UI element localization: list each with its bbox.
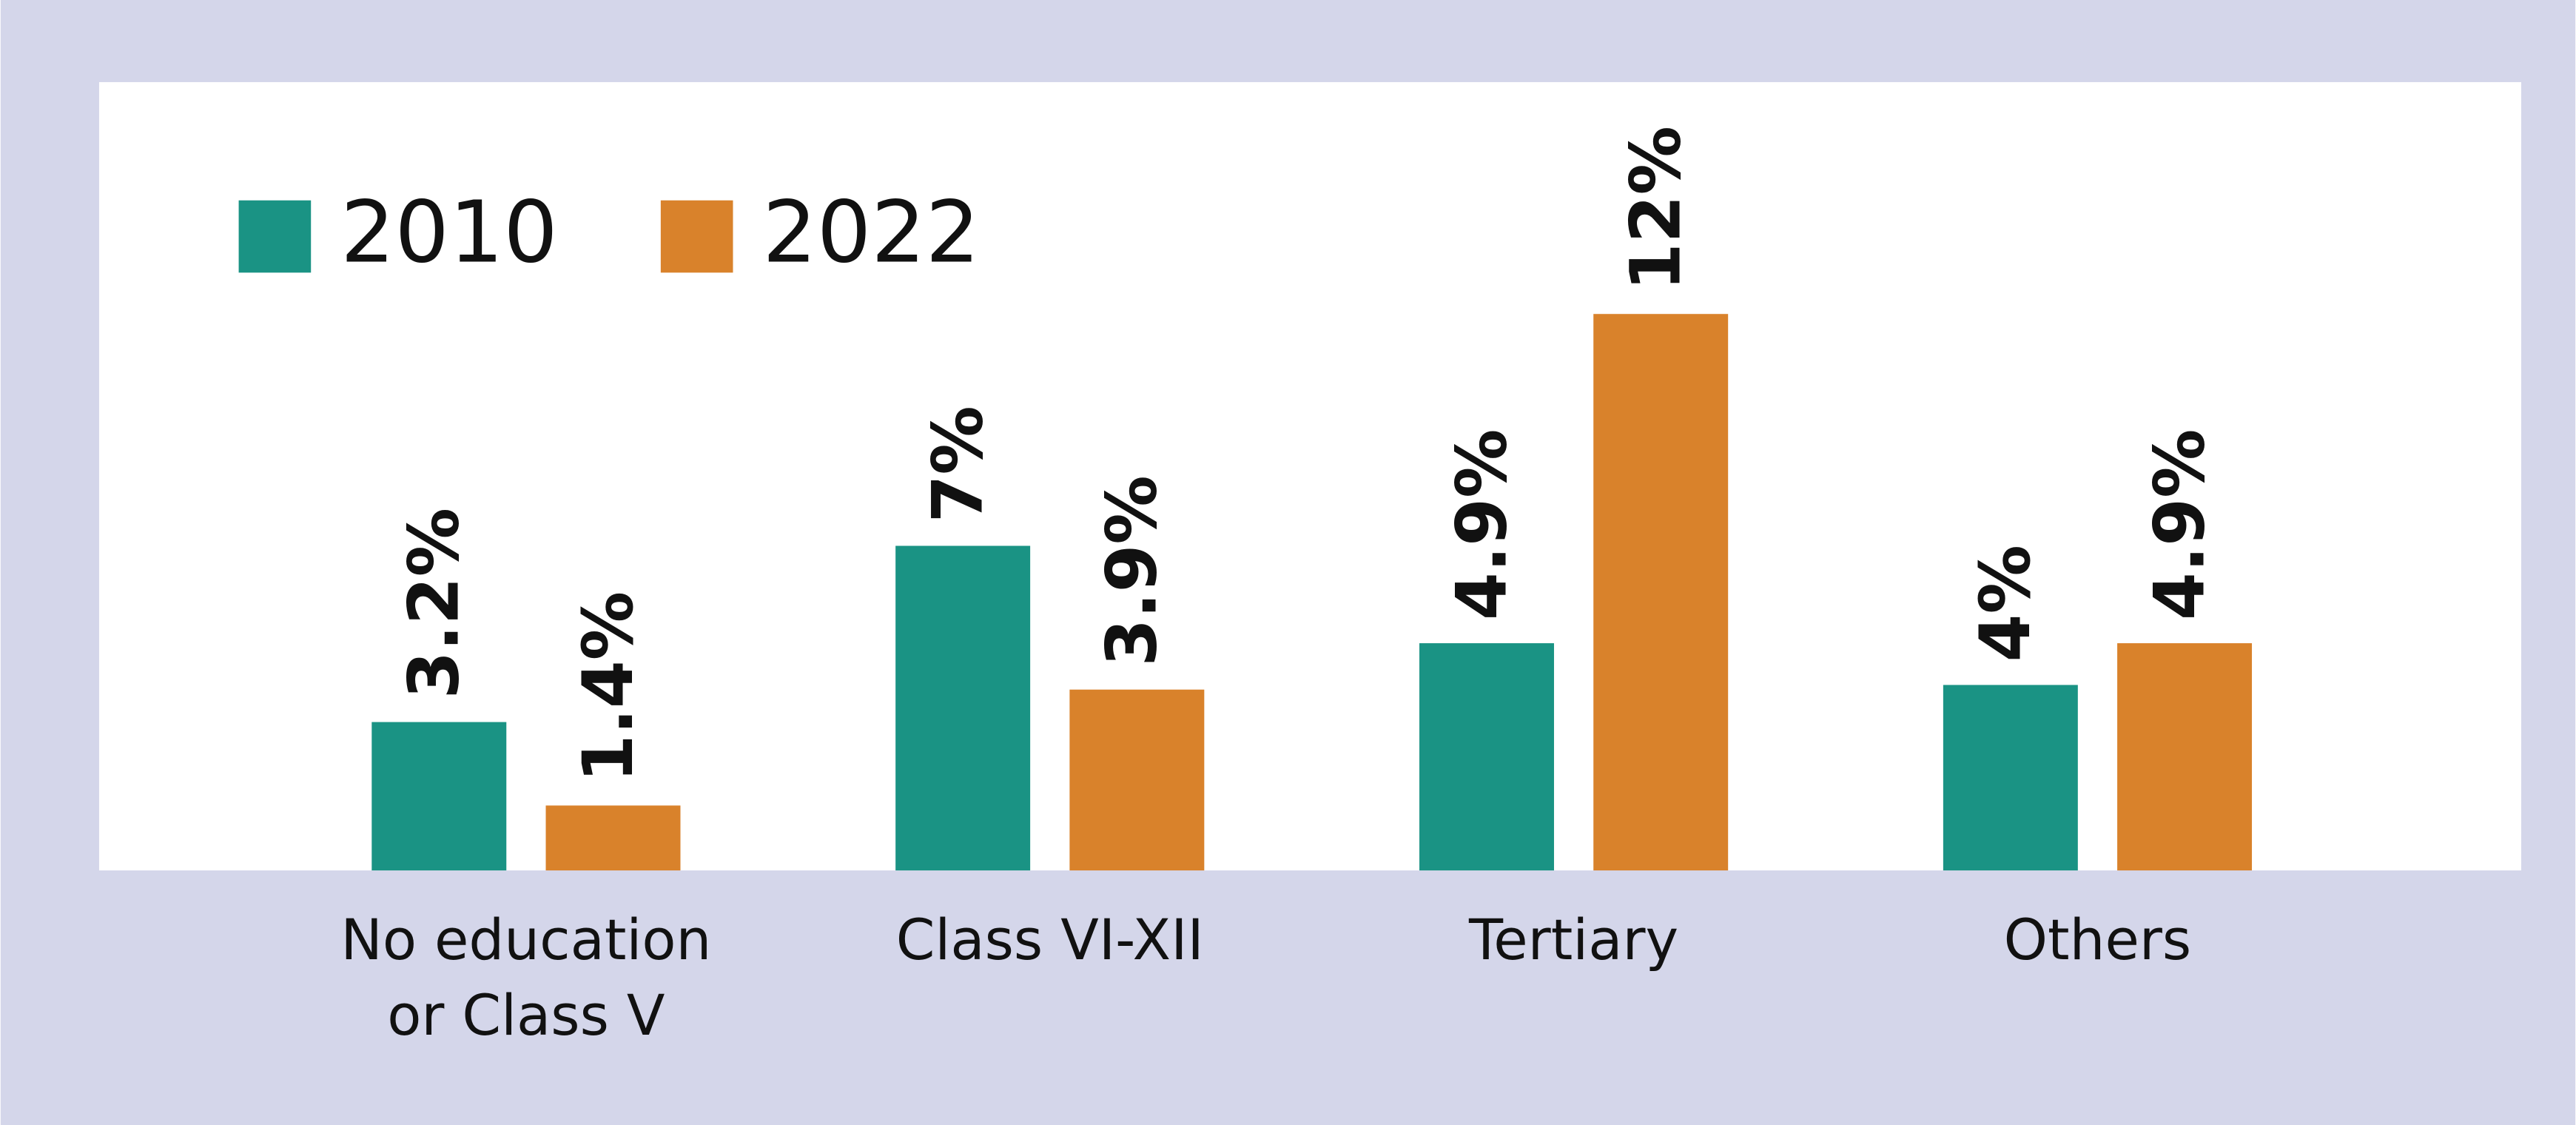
legend-swatch: [238, 200, 312, 273]
legend-label: 2010: [340, 183, 558, 282]
x-tick-label-box: Others: [2003, 908, 2192, 974]
data-label: 1.4%: [568, 591, 648, 782]
x-tick-label-box: Class VI-XII: [895, 908, 1204, 974]
bar: [371, 722, 507, 871]
data-label: 7%: [918, 406, 998, 523]
legend-label: 2022: [762, 183, 980, 282]
bar: [895, 545, 1031, 871]
data-label: 4.9%: [1441, 429, 1521, 620]
bar: [1419, 643, 1554, 871]
bar: [2117, 643, 2253, 871]
bar: [545, 805, 681, 871]
bar: [1593, 314, 1729, 871]
x-tick-label: Others: [2003, 908, 2192, 974]
x-tick-label-box: Tertiary: [1469, 908, 1679, 974]
data-label: 3.9%: [1092, 475, 1172, 666]
bar: [1943, 685, 2078, 871]
data-label: 4.9%: [2139, 429, 2219, 620]
data-label: 4%: [1965, 545, 2045, 662]
bar: [1069, 689, 1205, 871]
data-label: 12%: [1615, 126, 1696, 291]
legend-swatch: [660, 200, 733, 273]
x-tick-label: Class VI-XII: [895, 908, 1204, 974]
data-label: 3.2%: [394, 508, 474, 699]
x-tick-label-box: No education or Class V: [340, 908, 712, 1050]
x-tick-label: Tertiary: [1469, 908, 1679, 974]
x-tick-label: No education or Class V: [340, 908, 712, 1050]
